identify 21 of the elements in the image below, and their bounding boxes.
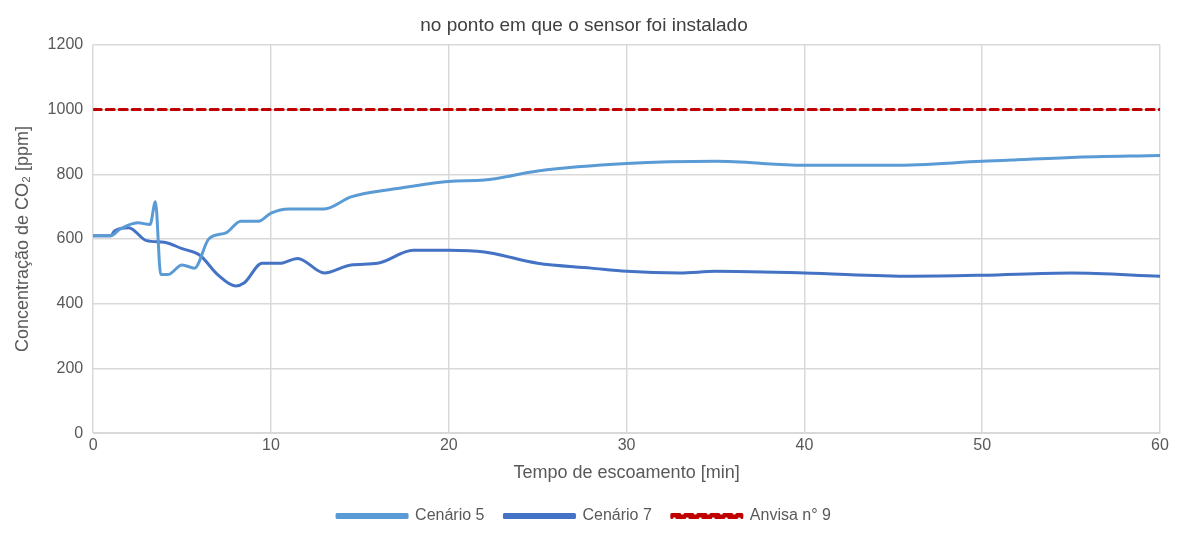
- legend-label: Cenário 7: [582, 506, 652, 524]
- x-tick-label: 0: [88, 436, 98, 454]
- x-tick-label: 20: [439, 436, 458, 454]
- y-tick-label: 1200: [47, 35, 84, 53]
- y-tick-label: 1000: [47, 99, 84, 117]
- line-series: [93, 153, 1160, 277]
- legend-label: Anvisa n° 9: [749, 506, 832, 524]
- legend-label: Cenário 5: [415, 506, 485, 524]
- y-axis-title: Concentração de CO₂ [ppm]: [11, 125, 32, 353]
- x-axis-title: Tempo de escoamento [min]: [513, 462, 740, 483]
- y-tick-label: 0: [74, 423, 84, 441]
- x-tick-label: 10: [262, 436, 280, 454]
- x-tick-label: 30: [617, 436, 636, 454]
- x-tick-label: 50: [973, 436, 992, 454]
- x-tick-label: 40: [795, 436, 814, 454]
- y-tick-label: 600: [56, 229, 84, 247]
- y-tick-label: 200: [56, 358, 84, 376]
- chart-title: no ponto em que o sensor foi instalado: [420, 13, 748, 35]
- x-tick-label: 60: [1151, 436, 1169, 454]
- y-tick-label: 400: [56, 294, 84, 312]
- y-tick-label: 800: [56, 164, 84, 182]
